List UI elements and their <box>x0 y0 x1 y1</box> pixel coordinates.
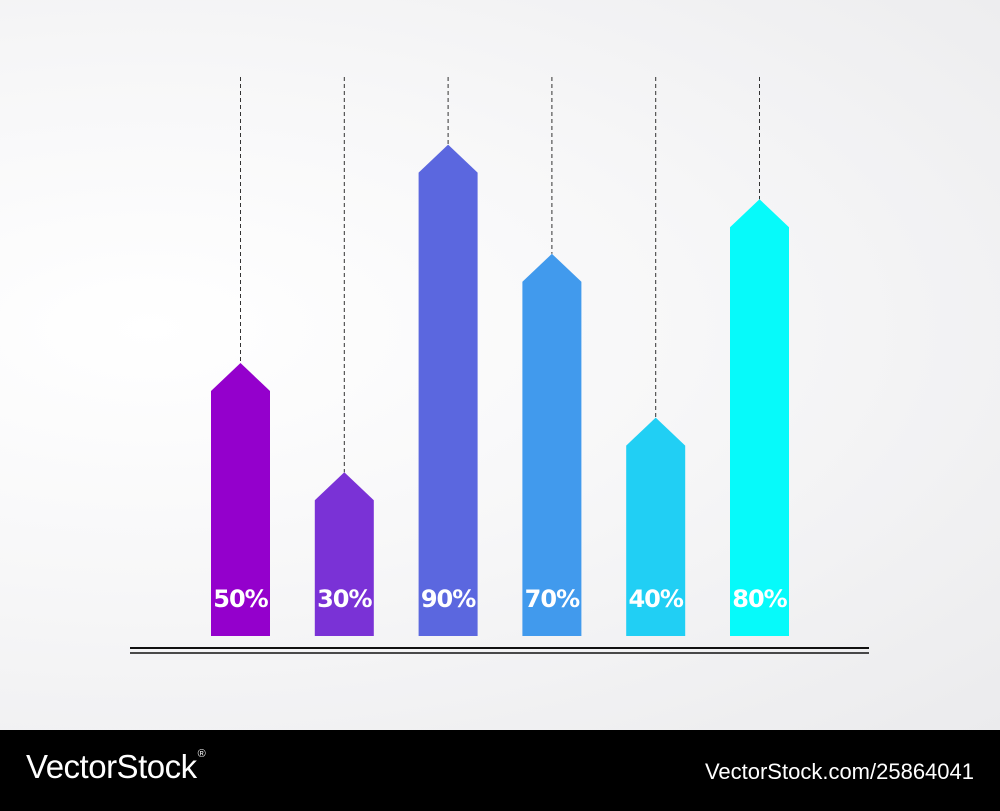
bar <box>211 363 270 636</box>
brand-name: VectorStock <box>26 748 197 785</box>
bar <box>626 417 686 636</box>
registered-mark: ® <box>197 748 206 760</box>
bar-value-label: 70% <box>525 585 580 613</box>
bar <box>522 253 582 637</box>
bar-value-label: 80% <box>732 585 787 613</box>
image-reference: VectorStock.com/25864041 <box>704 759 974 784</box>
bar-value-label: 90% <box>421 585 476 613</box>
bar <box>418 144 478 636</box>
bar <box>730 199 789 636</box>
bar <box>314 472 374 636</box>
bar-chart: 50% 30% 90% 70% 40% 80% <box>130 77 869 654</box>
watermark-footer: VectorStock® VectorStock.com/25864041 <box>0 730 1000 811</box>
bar-value-label: 40% <box>628 585 683 613</box>
bar-value-label: 50% <box>213 585 268 613</box>
brand-logo: VectorStock® <box>26 748 206 786</box>
chart-area: 50% 30% 90% 70% 40% 80% <box>0 0 1000 730</box>
bar-value-label: 30% <box>317 585 372 613</box>
